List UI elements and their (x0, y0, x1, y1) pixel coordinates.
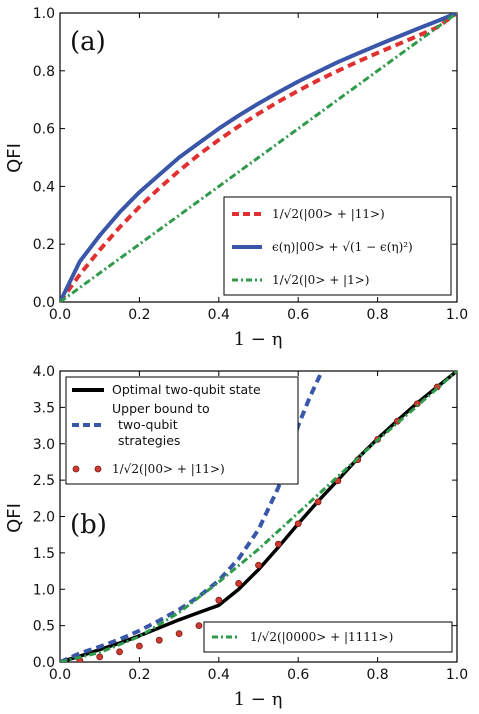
panel-b-ytick-label: 4.0 (33, 364, 55, 380)
panel-a-xtick-label: 0.8 (366, 307, 388, 323)
panel-a-legend-entry-3: 1/√2(|0> + |1>) (272, 273, 369, 287)
panel-b-ylabel: QFI (4, 503, 25, 533)
panel-b-ytick-label: 3.5 (33, 400, 55, 416)
panel-b-xtick-label: 0.4 (208, 667, 230, 683)
panel-a-ytick-label: 0.6 (33, 122, 55, 138)
panel-a-xtick-label: 1.0 (446, 307, 468, 323)
panel-b-ytick-label: 3.0 (33, 437, 55, 453)
panel-a: QFI 0.0 0.2 0.4 0.6 0.8 1.0 0.0 0.2 0.4 0.6 0.8 1.0… (4, 6, 468, 350)
panel-b-series-3-point (135, 642, 143, 650)
panel-b-ytick-label: 1.0 (33, 582, 55, 598)
panel-a-ytick-label: 0.4 (33, 179, 55, 195)
panel-a-xlabel: 1 − η (234, 329, 283, 350)
panel-b-xtick-label: 1.0 (446, 667, 468, 683)
panel-a-legend: 1/√2(|00> + |11>) ϵ(η)|00> + √(1 − ϵ(η)²… (223, 196, 452, 296)
panel-a-ylabel: QFI (4, 143, 25, 173)
panel-a-ytick-label: 1.0 (33, 6, 55, 22)
panel-b-xlabel: 1 − η (234, 689, 283, 710)
panel-b-xtick-label: 0.8 (366, 667, 388, 683)
panel-a-ytick-label: 0.8 (33, 64, 55, 80)
panel-a-xtick-label: 0.4 (208, 307, 230, 323)
panel-b: QFI 0.0 0.2 0.4 0.6 0.8 1.0 0.0 0.5 1.0 1.5 2.0 2.5… (4, 364, 468, 710)
panel-b-series-3-point (175, 630, 183, 638)
panel-b-series-3-point (155, 636, 163, 644)
panel-a-xtick-label: 0.2 (128, 307, 150, 323)
panel-b-series-3-point (255, 561, 262, 569)
panel-b-series-3-point (314, 498, 322, 506)
panel-a-ytick-label: 0.0 (33, 295, 55, 311)
panel-b-series-3-point (274, 540, 282, 548)
panel-b-series-3-point (235, 580, 243, 587)
panel-a-series-1-line (60, 13, 457, 302)
panel-b-ytick-label: 2.5 (33, 473, 55, 489)
panel-a-legend-entry-2: ϵ(η)|00> + √(1 − ϵ(η)²) (272, 240, 413, 254)
panel-b-legend-entry-2c: strategies (118, 433, 180, 448)
panel-b-series-4-line (60, 371, 457, 662)
panel-b-legend-entry-2a: Upper bound to (112, 401, 210, 416)
panel-b-ytick-label: 0.5 (33, 619, 55, 635)
panel-b-legend-entry-2b: two-qubit (118, 417, 178, 432)
panel-b-legend: Optimal two-qubit state Upper bound to t… (65, 376, 299, 485)
panel-b-series-3-point (96, 653, 104, 661)
panel-b-xtick-label: 0.0 (49, 667, 71, 683)
panel-a-series-2-line (60, 13, 457, 302)
panel-b-series-1-line (60, 371, 457, 662)
panel-a-series-3-line (60, 13, 457, 302)
panel-b-series-3-point (116, 648, 123, 656)
panel-b-xtick-label: 0.6 (287, 667, 309, 683)
panel-a-ytick-label: 0.2 (33, 237, 55, 253)
panel-b-series-3-point (195, 622, 203, 630)
panel-b-xtick-label: 0.2 (128, 667, 150, 683)
panel-b-ytick-label: 0.0 (33, 655, 55, 671)
panel-b-ytick-label: 1.5 (33, 546, 55, 562)
panel-b-legend-entry-3: 1/√2(|00> + |11>) (112, 462, 225, 476)
panel-b-tag: (b) (70, 510, 107, 540)
panel-b-series-3-point (294, 520, 302, 528)
panel-b-legend-entry-1: Optimal two-qubit state (112, 382, 261, 397)
panel-b-legend-bottom-entry: 1/√2(|0000> + |1111>) (250, 630, 393, 644)
panel-a-xtick-label: 0.6 (287, 307, 309, 323)
panel-b-series-3-point (413, 400, 421, 408)
panel-a-legend-entry-1: 1/√2(|00> + |11>) (272, 207, 385, 221)
panel-a-tag: (a) (70, 27, 106, 57)
panel-b-series-3-point (215, 596, 223, 604)
panel-b-ytick-label: 2.0 (33, 510, 55, 526)
panel-a-xtick-label: 0.0 (49, 307, 71, 323)
panel-b-legend-bottom: 1/√2(|0000> + |1111>) (203, 621, 453, 653)
